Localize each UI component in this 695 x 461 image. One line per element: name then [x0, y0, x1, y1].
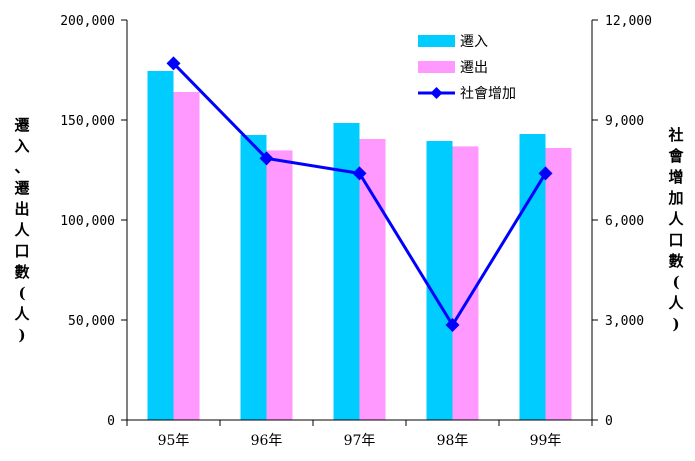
left-tick-label: 0	[107, 414, 115, 429]
point-社會增加-98年	[445, 318, 460, 332]
legend-label: 社會增加	[460, 86, 516, 102]
right-tick-label: 0	[605, 414, 613, 429]
bar-遷入-95年	[147, 71, 174, 420]
legend-label: 遷入	[460, 34, 488, 50]
left-axis-title: 遷入、遷出人口數(人)	[14, 116, 30, 344]
line-series-group	[166, 56, 553, 332]
bar-遷出-95年	[173, 92, 200, 420]
legend-label: 遷出	[460, 60, 488, 76]
bar-遷出-97年	[359, 139, 386, 420]
left-tick-label: 50,000	[68, 314, 115, 329]
legend-swatch-遷入	[418, 35, 455, 47]
bar-遷出-99年	[545, 148, 572, 420]
x-tick-label: 98年	[437, 433, 469, 449]
left-tick-label: 150,000	[60, 114, 115, 129]
bar-遷入-97年	[333, 123, 360, 420]
right-tick-label: 6,000	[605, 214, 644, 229]
x-tick-label: 97年	[344, 433, 376, 449]
bar-遷出-96年	[266, 150, 293, 420]
bar-遷入-96年	[240, 135, 267, 420]
bar-遷入-98年	[426, 141, 453, 420]
right-axis-title: 社會增加人口數(人)	[667, 126, 684, 333]
x-tick-label: 96年	[251, 433, 283, 449]
tick-group: 0 50,000 100,000 150,000 200,000 0 3,000 6,000 9…	[60, 14, 652, 449]
legend-swatch-遷出	[418, 61, 455, 73]
bar-group	[147, 71, 572, 420]
point-社會增加-96年	[259, 151, 274, 166]
axis-titles: 遷入、遷出人口數(人) 社會增加人口數(人)	[14, 116, 684, 344]
right-tick-label: 3,000	[605, 314, 644, 329]
legend-marker-社會增加	[430, 87, 443, 99]
right-tick-label: 12,000	[605, 14, 652, 29]
bar-遷出-98年	[452, 146, 479, 420]
left-tick-label: 200,000	[60, 14, 115, 29]
point-社會增加-95年	[166, 56, 181, 71]
x-tick-label: 95年	[158, 433, 190, 449]
x-tick-label: 99年	[530, 433, 562, 449]
point-社會增加-97年	[352, 166, 367, 181]
right-tick-label: 9,000	[605, 114, 644, 129]
point-社會增加-99年	[538, 166, 553, 181]
left-tick-label: 100,000	[60, 214, 115, 229]
